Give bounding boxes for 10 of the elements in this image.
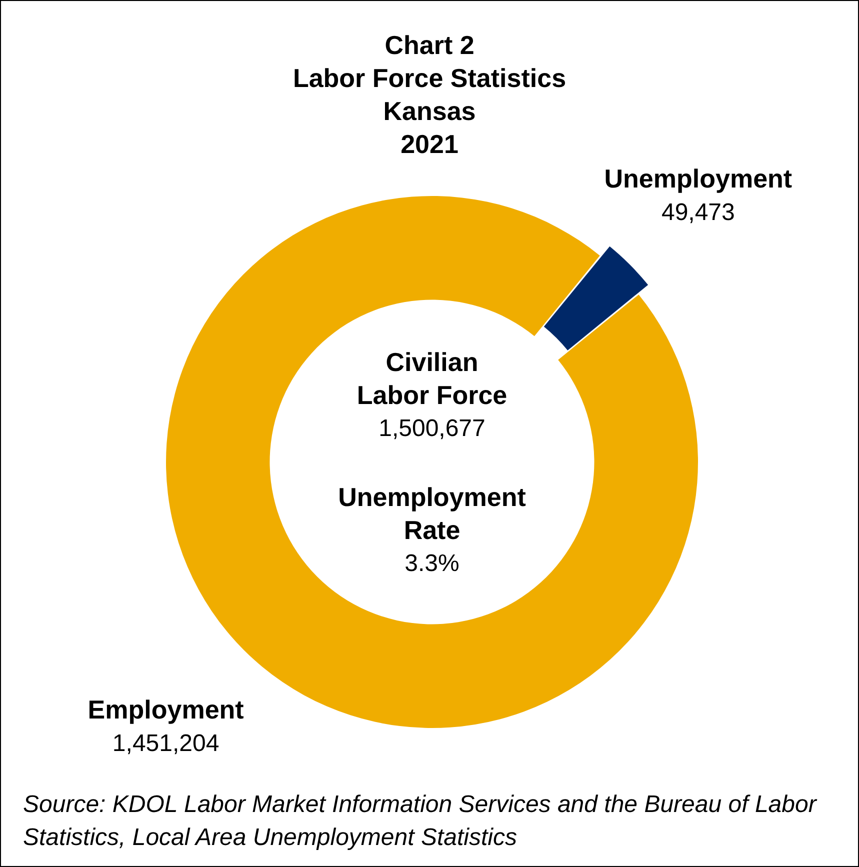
text: 3.3% — [404, 549, 460, 579]
data-label: 49,473 — [661, 199, 735, 226]
text: Unemployment Rate — [337, 481, 527, 547]
slice-label: Unemployment — [604, 164, 792, 194]
data-label: 1,451,204 — [112, 730, 220, 758]
text: Civilian Labor Force — [356, 346, 508, 412]
text: 1,500,677 — [378, 414, 486, 444]
chart-title: Chart 2 Labor Force Statistics Kansas 2021 — [292, 29, 568, 161]
slice-label: Employment — [88, 694, 244, 725]
source-note: Source: KDOL Labor Market Information Services and the Bureau of Labor Statistics, Local Area Unemployment Statistics — [23, 790, 818, 853]
